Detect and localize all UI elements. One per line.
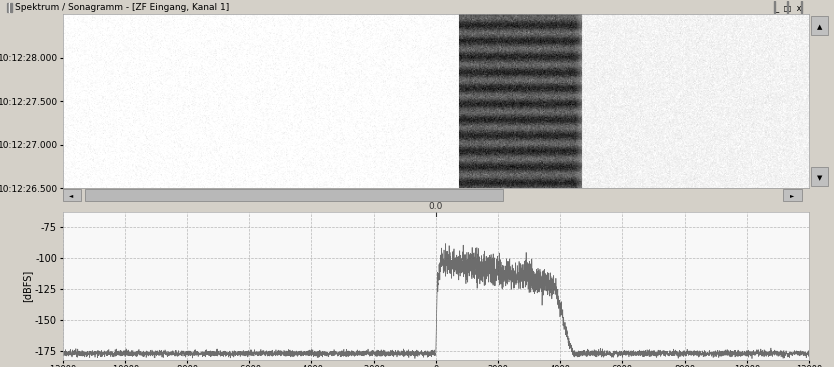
Text: 0.0: 0.0 — [429, 202, 443, 211]
Text: Spektrum / Sonagramm - [ZF Eingang, Kanal 1]: Spektrum / Sonagramm - [ZF Eingang, Kana… — [15, 3, 229, 12]
Bar — [9, 3, 11, 12]
Text: ▼: ▼ — [816, 175, 822, 181]
Bar — [783, 189, 801, 201]
Bar — [10, 3, 12, 12]
Bar — [811, 16, 827, 35]
Bar — [85, 189, 503, 201]
Text: _  □  x: _ □ x — [774, 3, 801, 12]
Text: ◄: ◄ — [69, 193, 73, 198]
Bar — [63, 189, 81, 201]
Text: ▲: ▲ — [816, 24, 822, 30]
Bar — [8, 3, 9, 12]
Bar — [811, 167, 827, 186]
Bar — [7, 3, 8, 12]
Y-axis label: [dBFS]: [dBFS] — [22, 270, 32, 302]
Text: ►: ► — [791, 193, 795, 198]
